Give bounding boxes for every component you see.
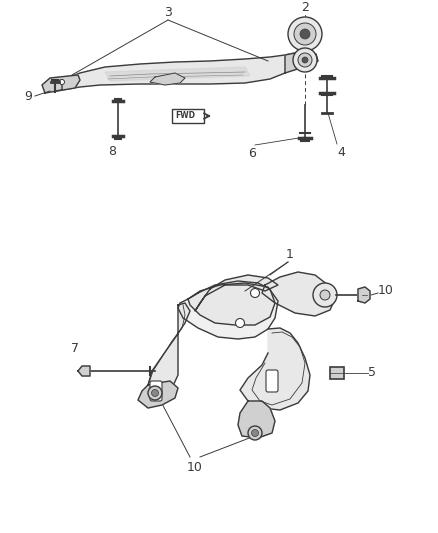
Circle shape [152,390,159,397]
Circle shape [236,319,244,327]
Polygon shape [358,287,370,303]
Text: 8: 8 [108,145,116,158]
Polygon shape [238,401,275,438]
FancyBboxPatch shape [172,109,204,123]
FancyBboxPatch shape [330,367,344,379]
Polygon shape [285,53,318,73]
Circle shape [294,23,316,45]
Text: 7: 7 [71,342,79,355]
Circle shape [298,53,312,67]
Polygon shape [148,303,190,395]
Polygon shape [262,272,335,316]
Text: 3: 3 [164,6,172,19]
Polygon shape [138,381,178,408]
Circle shape [148,386,162,400]
Text: 10: 10 [187,461,203,474]
Text: 9: 9 [24,90,32,102]
FancyBboxPatch shape [266,370,278,392]
Text: 10: 10 [378,285,394,297]
Circle shape [251,288,259,297]
Text: FWD: FWD [175,111,195,120]
Polygon shape [240,328,310,410]
Text: 4: 4 [337,146,345,159]
Text: 2: 2 [301,1,309,14]
Circle shape [248,426,262,440]
Text: 5: 5 [368,367,376,379]
Polygon shape [105,67,250,81]
Polygon shape [55,80,62,91]
Circle shape [293,48,317,72]
Polygon shape [62,53,295,90]
Text: 6: 6 [248,147,256,160]
Circle shape [302,57,308,63]
Circle shape [313,283,337,307]
Polygon shape [188,281,275,325]
Circle shape [288,17,322,51]
Text: 1: 1 [286,248,294,261]
Circle shape [300,29,310,39]
Polygon shape [178,283,278,339]
Polygon shape [42,75,80,93]
FancyBboxPatch shape [150,381,162,401]
Circle shape [320,290,330,300]
Polygon shape [78,366,90,376]
Polygon shape [150,73,185,85]
Circle shape [251,430,258,437]
Polygon shape [195,275,278,311]
Circle shape [60,79,64,85]
